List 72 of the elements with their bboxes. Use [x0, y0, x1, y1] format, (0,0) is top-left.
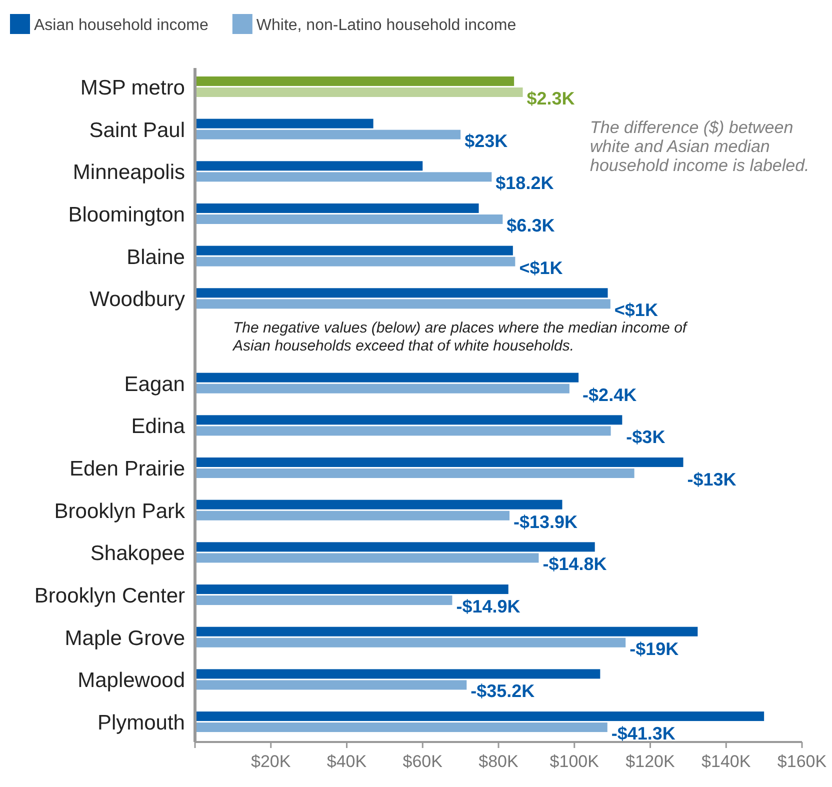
- bar: [195, 553, 539, 563]
- bar: [195, 712, 764, 722]
- bar: [195, 161, 423, 171]
- annotation: -$19K: [630, 638, 679, 659]
- y-tick-label: Maple Grove: [64, 626, 185, 650]
- bar: [195, 457, 684, 468]
- bar: [195, 510, 510, 520]
- bar: [195, 214, 503, 224]
- annotation: -$14.9K: [456, 596, 520, 617]
- y-tick-label: Saint Paul: [89, 118, 185, 142]
- annotation: -$35.2K: [470, 681, 535, 702]
- annotation: $18.2K: [496, 173, 554, 194]
- y-tick-label: Minneapolis: [72, 161, 185, 184]
- bar: [195, 76, 514, 86]
- annotation: $6.3K: [506, 215, 555, 236]
- y-tick-label: Eagan: [124, 372, 185, 396]
- x-tick-label: $100K: [550, 752, 600, 771]
- bar: [195, 203, 479, 213]
- bar: [195, 680, 467, 690]
- y-tick-label: Maplewood: [78, 669, 185, 692]
- y-tick-label: MSP metro: [80, 76, 185, 100]
- y-tick-label: Brooklyn Center: [34, 584, 185, 608]
- y-tick-label: Brooklyn Park: [54, 500, 186, 523]
- bar: [195, 426, 611, 436]
- annotation: The negative values (below) are places where the median income of Asian households exceed that of white households.: [232, 319, 688, 354]
- annotation: -$3K: [626, 427, 666, 448]
- x-tick-label: $20K: [251, 752, 292, 771]
- x-tick-label: $160K: [777, 752, 828, 771]
- bar: [195, 299, 610, 309]
- bar: [195, 415, 622, 425]
- y-tick-label: Shakopee: [90, 542, 185, 566]
- bar: [195, 384, 570, 394]
- bar: [195, 638, 626, 648]
- bar: [195, 669, 600, 679]
- y-tick-label: Blaine: [126, 246, 185, 269]
- bar: [195, 172, 492, 182]
- x-tick-label: $120K: [626, 752, 676, 771]
- bar: [195, 626, 698, 636]
- bar: [195, 500, 562, 510]
- bar: [195, 596, 452, 606]
- annotation: The difference ($) between white and Asian median household income is labeled.: [590, 118, 810, 175]
- bar: [195, 288, 608, 298]
- annotation: -$2.4K: [582, 384, 637, 405]
- bar: [195, 118, 374, 128]
- x-tick-label: $40K: [326, 752, 368, 771]
- bar: [195, 722, 608, 732]
- annotation: -$41.3K: [611, 724, 676, 744]
- annotation: -$13.9K: [514, 512, 578, 532]
- annotation: $23K: [464, 130, 508, 151]
- annotation: $2.3K: [526, 88, 575, 108]
- bar: [195, 372, 579, 382]
- bar: [195, 130, 461, 140]
- x-tick-label: $60K: [402, 752, 444, 771]
- bar: [195, 584, 508, 594]
- x-tick-label: $140K: [702, 752, 752, 771]
- bar: [195, 468, 634, 478]
- bar: [195, 542, 595, 552]
- y-tick-label: Edina: [131, 415, 186, 438]
- y-tick-label: Woodbury: [90, 288, 186, 312]
- annotation: <$1K: [614, 300, 658, 320]
- y-tick-label: Eden Prairie: [69, 458, 185, 481]
- bar: [195, 246, 513, 256]
- bar: [195, 256, 516, 266]
- x-tick-label: $80K: [478, 752, 520, 771]
- y-tick-label: Bloomington: [68, 203, 185, 226]
- annotation: -$14.8K: [542, 554, 607, 574]
- legend-label: Asian household income: [34, 17, 208, 34]
- y-tick-label: Plymouth: [97, 712, 185, 735]
- annotation: <$1K: [519, 258, 563, 278]
- bar: [195, 87, 523, 97]
- legend-label: White, non-Latino household income: [256, 17, 516, 34]
- annotation: -$13K: [687, 470, 736, 490]
